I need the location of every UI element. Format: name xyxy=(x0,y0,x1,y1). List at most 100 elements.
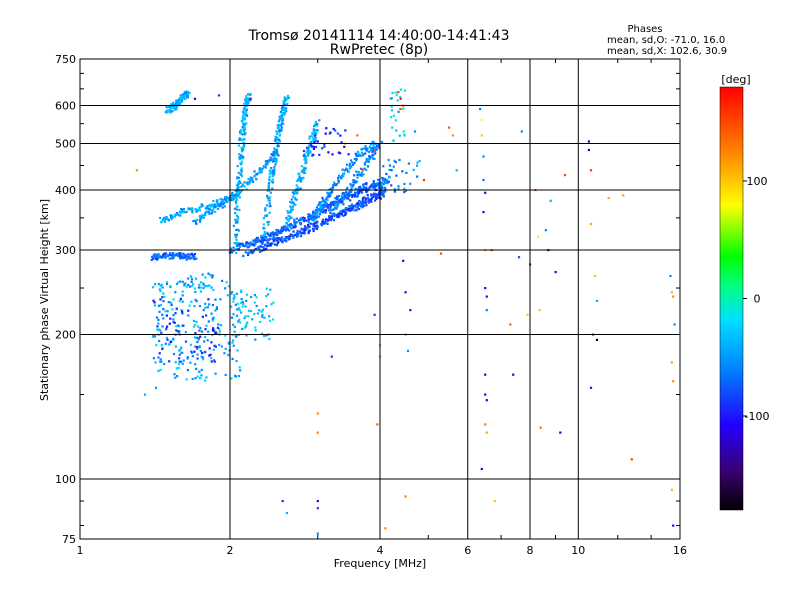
data-point xyxy=(244,109,247,112)
data-point xyxy=(369,155,372,158)
data-point xyxy=(188,255,191,259)
data-point xyxy=(190,300,193,303)
data-point xyxy=(213,205,217,208)
data-point xyxy=(171,308,174,311)
data-point xyxy=(321,147,324,150)
data-point xyxy=(261,242,264,245)
data-point xyxy=(174,361,177,364)
data-point xyxy=(307,223,310,227)
data-point xyxy=(241,327,244,330)
data-point xyxy=(587,148,590,152)
data-point xyxy=(374,185,377,188)
data-point xyxy=(269,156,272,159)
data-point xyxy=(195,320,198,323)
data-point xyxy=(167,301,170,304)
data-point xyxy=(245,299,248,303)
data-point xyxy=(191,207,194,211)
data-point xyxy=(211,203,214,206)
data-point xyxy=(204,306,207,309)
data-point xyxy=(238,309,241,312)
data-point xyxy=(482,211,485,214)
data-point xyxy=(201,204,204,207)
x-tick-label: 8 xyxy=(527,544,534,557)
data-point xyxy=(165,106,168,109)
data-point xyxy=(326,222,329,225)
data-point xyxy=(256,237,259,240)
data-point xyxy=(194,291,197,294)
data-point xyxy=(179,214,182,217)
data-point xyxy=(235,251,238,254)
data-point xyxy=(256,246,260,249)
data-point xyxy=(180,351,183,354)
data-point xyxy=(326,198,329,201)
data-point xyxy=(230,194,233,197)
data-point xyxy=(384,188,387,191)
data-point xyxy=(271,178,274,181)
data-point xyxy=(241,175,244,178)
data-point xyxy=(173,107,176,110)
x-tick-label: 10 xyxy=(571,544,585,557)
data-point xyxy=(289,211,292,214)
data-point xyxy=(366,190,369,193)
data-point xyxy=(245,188,248,191)
data-point xyxy=(204,214,207,217)
data-point xyxy=(373,183,376,186)
data-point xyxy=(181,300,184,303)
data-point xyxy=(186,90,189,94)
data-point xyxy=(403,187,406,190)
data-point xyxy=(185,210,188,214)
data-point xyxy=(184,254,187,257)
data-point xyxy=(233,294,236,297)
data-point xyxy=(182,252,185,255)
data-point xyxy=(302,231,305,234)
data-point xyxy=(294,234,297,237)
data-point xyxy=(294,198,297,201)
data-point xyxy=(276,124,279,127)
data-point xyxy=(399,97,402,100)
data-point xyxy=(242,128,245,131)
data-point xyxy=(347,170,350,173)
data-point xyxy=(168,257,171,260)
data-point xyxy=(254,238,257,241)
data-point xyxy=(353,157,356,160)
data-point xyxy=(314,123,318,126)
data-point xyxy=(243,181,246,184)
data-point xyxy=(210,286,213,289)
data-point xyxy=(331,200,335,204)
colorbar xyxy=(719,86,744,511)
data-point xyxy=(243,130,246,133)
data-point xyxy=(314,145,317,149)
data-point xyxy=(239,173,242,176)
data-point xyxy=(630,458,633,461)
data-point xyxy=(326,195,329,198)
data-point xyxy=(295,198,298,201)
data-point xyxy=(153,253,156,256)
data-point xyxy=(160,256,163,259)
data-point xyxy=(179,360,182,363)
data-point xyxy=(285,110,288,113)
data-point xyxy=(214,210,217,213)
data-point xyxy=(404,291,407,294)
data-point xyxy=(268,159,271,162)
data-point xyxy=(322,208,325,212)
data-point xyxy=(284,108,287,111)
data-point xyxy=(245,325,248,328)
data-point xyxy=(208,284,211,287)
data-point xyxy=(299,222,302,225)
data-point xyxy=(223,205,226,208)
data-point xyxy=(312,147,315,150)
data-point xyxy=(352,179,355,182)
data-point xyxy=(271,172,274,175)
data-point xyxy=(217,94,221,97)
data-point xyxy=(298,172,301,175)
data-point xyxy=(237,183,240,186)
data-point xyxy=(232,339,235,342)
x-tick-label: 16 xyxy=(673,544,687,557)
data-point xyxy=(180,210,184,214)
data-point xyxy=(485,309,488,312)
data-point xyxy=(232,246,235,249)
data-point xyxy=(234,235,237,238)
data-point xyxy=(167,343,171,346)
data-point xyxy=(325,127,328,130)
data-point xyxy=(323,222,326,225)
